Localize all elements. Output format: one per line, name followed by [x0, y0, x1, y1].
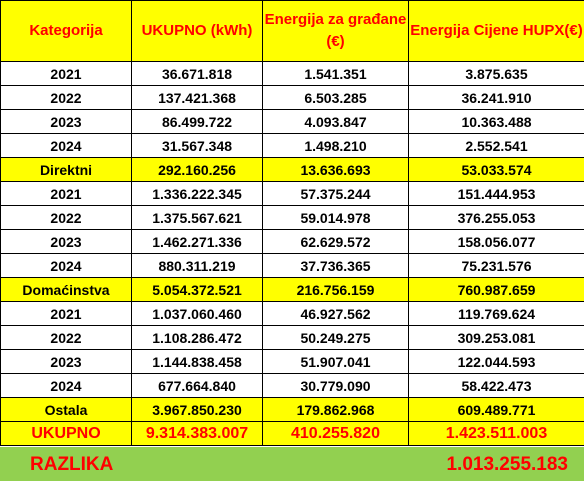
table-cell: 410.255.820 [262, 421, 409, 446]
table-cell: 137.421.368 [131, 85, 263, 110]
table-cell: 119.769.624 [408, 301, 584, 326]
table-cell: 122.044.593 [408, 349, 584, 374]
header-cell: Kategorija [0, 0, 132, 62]
table-cell: 2023 [0, 349, 132, 374]
table-cell: 609.489.771 [408, 397, 584, 422]
table-row: UKUPNO 9.314.383.007 410.255.820 1.423.511.… [0, 421, 584, 446]
difference-value: 1.013.255.183 [446, 454, 568, 475]
table-cell: 760.987.659 [408, 277, 584, 302]
table-cell: 2023 [0, 109, 132, 134]
table-cell: 62.629.572 [262, 229, 409, 254]
table-cell: 2021 [0, 181, 132, 206]
table-cell: 6.503.285 [262, 85, 409, 110]
difference-label: RAZLIKA [30, 454, 114, 475]
table-cell: 1.541.351 [262, 61, 409, 86]
table-row: 2023 86.499.722 4.093.847 10.363.488 [0, 109, 584, 134]
table-cell: 376.255.053 [408, 205, 584, 230]
table-cell: 1.423.511.003 [408, 421, 584, 446]
table-row: 2024 31.567.348 1.498.210 2.552.541 [0, 133, 584, 158]
table-cell: 2022 [0, 205, 132, 230]
table-cell: 1.108.286.472 [131, 325, 263, 350]
table-row: 2024 880.311.219 37.736.365 75.231.576 [0, 253, 584, 278]
table-cell: 13.636.693 [262, 157, 409, 182]
table-row: Direktni 292.160.256 13.636.693 53.033.574 [0, 157, 584, 182]
table-cell: 57.375.244 [262, 181, 409, 206]
table-cell: Ostala [0, 397, 132, 422]
table-cell: 2024 [0, 133, 132, 158]
table-cell: 2024 [0, 373, 132, 398]
table-cell: 10.363.488 [408, 109, 584, 134]
table-row: Ostala 3.967.850.230 179.862.968 609.489.77… [0, 397, 584, 422]
data-table: Kategorija UKUPNO (kWh) Energija za građan… [0, 0, 584, 446]
table-cell: 36.241.910 [408, 85, 584, 110]
table-row: 2023 1.462.271.336 62.629.572 158.056.077 [0, 229, 584, 254]
table-cell: 880.311.219 [131, 253, 263, 278]
table-cell: 2.552.541 [408, 133, 584, 158]
table-cell: 2021 [0, 61, 132, 86]
table-cell: 1.144.838.458 [131, 349, 263, 374]
table-cell: 36.671.818 [131, 61, 263, 86]
table-cell: 9.314.383.007 [131, 421, 263, 446]
table-cell: Domaćinstva [0, 277, 132, 302]
table-cell: 75.231.576 [408, 253, 584, 278]
header-cell: UKUPNO (kWh) [131, 0, 263, 62]
table-cell: 31.567.348 [131, 133, 263, 158]
table-cell: Direktni [0, 157, 132, 182]
header-cell: Energija za građane (€) [262, 0, 409, 62]
table-cell: 216.756.159 [262, 277, 409, 302]
table-row: 2021 1.336.222.345 57.375.244 151.444.953 [0, 181, 584, 206]
table-cell: 86.499.722 [131, 109, 263, 134]
table-cell: 2021 [0, 301, 132, 326]
table-cell: 4.093.847 [262, 109, 409, 134]
table-row: 2022 1.375.567.621 59.014.978 376.255.053 [0, 205, 584, 230]
table-cell: 58.422.473 [408, 373, 584, 398]
table-cell: 1.462.271.336 [131, 229, 263, 254]
table-cell: 30.779.090 [262, 373, 409, 398]
table-row: Domaćinstva 5.054.372.521 216.756.159 760.9… [0, 277, 584, 302]
table-cell: 50.249.275 [262, 325, 409, 350]
table-cell: 2024 [0, 253, 132, 278]
table-cell: 3.875.635 [408, 61, 584, 86]
table-cell: 3.967.850.230 [131, 397, 263, 422]
table-cell: 309.253.081 [408, 325, 584, 350]
table-row: 2022 137.421.368 6.503.285 36.241.910 [0, 85, 584, 110]
table-cell: 1.498.210 [262, 133, 409, 158]
table-cell: 2023 [0, 229, 132, 254]
table-cell: 51.907.041 [262, 349, 409, 374]
table-cell: 59.014.978 [262, 205, 409, 230]
table-cell: 1.336.222.345 [131, 181, 263, 206]
table-cell: 1.037.060.460 [131, 301, 263, 326]
table-cell: 37.736.365 [262, 253, 409, 278]
difference-row: RAZLIKA 1.013.255.183 [0, 447, 584, 481]
table-cell: 292.160.256 [131, 157, 263, 182]
table-row: 2022 1.108.286.472 50.249.275 309.253.081 [0, 325, 584, 350]
table-cell: 151.444.953 [408, 181, 584, 206]
header-cell: Energija Cijene HUPX(€) [408, 0, 584, 62]
table-cell: 46.927.562 [262, 301, 409, 326]
table-body: 2021 36.671.818 1.541.351 3.875.635 2022 137.… [0, 61, 584, 446]
table-cell: 53.033.574 [408, 157, 584, 182]
table-cell: 2022 [0, 325, 132, 350]
table-cell: 158.056.077 [408, 229, 584, 254]
table-row: 2021 1.037.060.460 46.927.562 119.769.624 [0, 301, 584, 326]
table-row: 2023 1.144.838.458 51.907.041 122.044.593 [0, 349, 584, 374]
table-row: 2024 677.664.840 30.779.090 58.422.473 [0, 373, 584, 398]
table-cell: 1.375.567.621 [131, 205, 263, 230]
table-cell: 677.664.840 [131, 373, 263, 398]
table-cell: 179.862.968 [262, 397, 409, 422]
table-cell: 5.054.372.521 [131, 277, 263, 302]
table-cell: 2022 [0, 85, 132, 110]
table-cell: UKUPNO [0, 421, 132, 446]
header-row: Kategorija UKUPNO (kWh) Energija za građan… [0, 0, 584, 62]
table-row: 2021 36.671.818 1.541.351 3.875.635 [0, 61, 584, 86]
